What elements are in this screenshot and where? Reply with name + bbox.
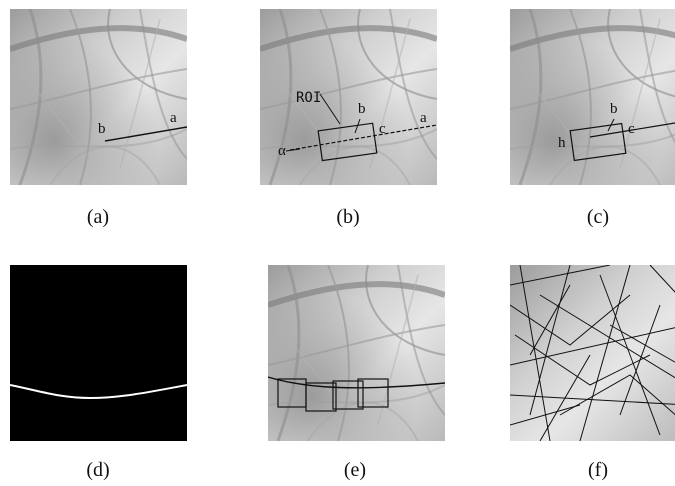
caption-b: (b) (336, 206, 360, 228)
label-b: b (610, 101, 618, 117)
label-alpha: α (278, 143, 286, 159)
panel-f-line-network (510, 265, 675, 441)
caption-c: (c) (586, 206, 610, 228)
principal-line-segment (104, 126, 187, 142)
b-arrow (354, 118, 361, 134)
label-a: a (170, 110, 177, 126)
principal-line-segment (589, 122, 675, 138)
alpha-arrow (285, 148, 301, 152)
roi-arrow (319, 93, 341, 125)
panel-d-binary-mask (10, 265, 187, 441)
roi-box (317, 122, 378, 162)
roi-box (569, 122, 627, 162)
label-c: c (628, 121, 635, 137)
caption-a: (a) (86, 206, 110, 228)
label-roi: ROI (296, 90, 321, 106)
fitted-line (289, 124, 437, 151)
principal-line-curve (268, 376, 445, 389)
b-arrow (607, 118, 615, 132)
label-b: b (98, 121, 106, 137)
roi-box-4 (357, 378, 389, 408)
label-a: a (420, 110, 427, 126)
roi-box-3 (332, 380, 364, 410)
label-h: h (558, 135, 566, 151)
panel-c-palm-image: b c h (510, 9, 675, 185)
caption-e: (e) (343, 459, 367, 481)
panel-e-palm-image (268, 265, 445, 441)
label-c: c (379, 121, 386, 137)
caption-d: (d) (86, 459, 110, 481)
panel-a-palm-image: b a (10, 9, 187, 185)
label-b: b (358, 101, 366, 117)
extracted-line (10, 384, 187, 400)
roi-box-2 (305, 382, 337, 412)
panel-b-palm-image: ROI b c a α (260, 9, 437, 185)
caption-f: (f) (588, 459, 608, 481)
